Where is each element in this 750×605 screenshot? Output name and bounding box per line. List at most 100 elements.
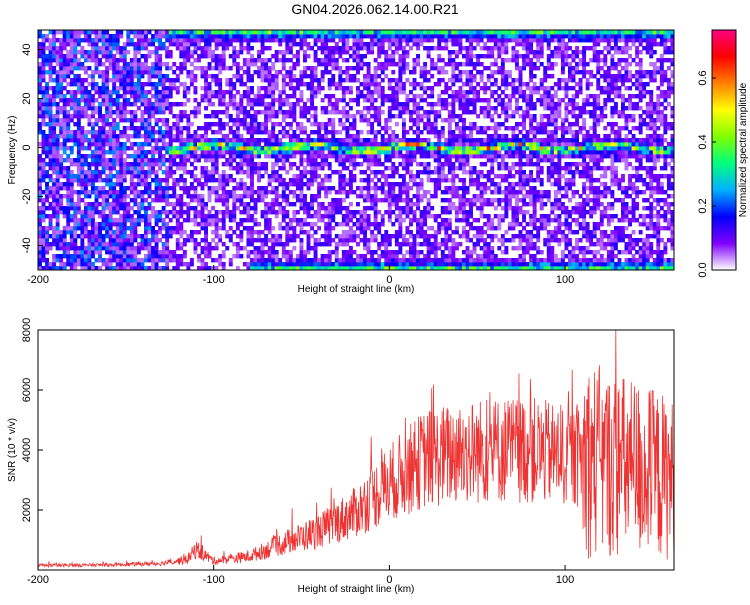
spectrogram-cell — [250, 130, 254, 135]
spectrogram-cell — [341, 258, 346, 263]
spectrogram-cell — [94, 146, 99, 151]
spectrogram-cell — [193, 238, 198, 243]
spectrogram-cell — [189, 182, 194, 187]
spectrogram-cell — [253, 138, 258, 143]
spectrogram-cell — [122, 202, 127, 207]
spectrogram-cell — [48, 30, 53, 35]
spectrogram-cell — [345, 254, 350, 259]
spectrogram-cell — [253, 150, 258, 155]
spectrogram-cell — [412, 138, 417, 143]
spectrogram-cell — [412, 262, 417, 267]
spectrogram-cell — [144, 58, 148, 63]
spectrogram-cell — [91, 154, 95, 159]
spectrogram-cell — [274, 50, 279, 55]
spectrogram-cell — [373, 34, 378, 39]
spectrogram-cell — [105, 106, 110, 111]
spectrogram-cell — [377, 86, 382, 91]
spectrogram-cell — [154, 198, 159, 203]
spectrogram-cell — [168, 218, 173, 223]
spectrogram-cell — [430, 262, 435, 267]
spectrogram-cell — [352, 118, 357, 123]
spectrogram-cell — [356, 254, 360, 259]
spectrogram-cell — [59, 118, 64, 123]
spectrogram-cell — [105, 222, 110, 227]
spectrogram-cell — [218, 174, 223, 179]
spectrogram-cell — [126, 38, 131, 43]
spectrogram-cell — [348, 46, 353, 51]
spectrogram-cell — [66, 54, 71, 59]
spectrogram-cell — [384, 154, 389, 159]
spectrogram-cell — [334, 222, 339, 227]
spectrogram-cell — [186, 266, 191, 271]
spectrogram-cell — [278, 202, 283, 207]
spectrogram-cell — [218, 30, 223, 35]
spectrogram-cell — [394, 50, 399, 55]
spectrogram-cell — [440, 126, 445, 131]
spectrogram-cell — [83, 222, 88, 227]
spectrogram-cell — [161, 158, 166, 163]
spectrogram-cell — [158, 258, 163, 263]
spectrogram-cell — [147, 226, 152, 231]
spectrogram-cell — [108, 54, 113, 59]
spectrogram-cell — [299, 106, 304, 111]
spectrogram-cell — [437, 114, 442, 119]
spectrogram-cell — [165, 38, 170, 43]
spectrogram-cell — [69, 102, 74, 107]
spectrogram-cell — [133, 190, 138, 195]
spectrogram-cell — [416, 234, 420, 239]
spectrogram-cell — [151, 82, 155, 87]
spectrogram-cell — [59, 246, 64, 251]
spectrogram-cell — [48, 46, 53, 51]
spectrogram-cell — [193, 98, 198, 103]
spectrogram-cell — [225, 146, 230, 151]
spectrogram-cell — [98, 86, 102, 91]
spectrogram-cell — [433, 142, 438, 147]
spectrogram-cell — [373, 38, 378, 43]
spectrogram-cell — [253, 154, 258, 159]
spectrogram-cell — [412, 178, 417, 183]
spectrogram-cell — [144, 158, 148, 163]
spectrogram-cell — [313, 66, 318, 71]
spectrogram-cell — [83, 158, 88, 163]
spectrogram-cell — [437, 70, 442, 75]
spectrogram-cell — [144, 134, 148, 139]
spectrogram-cell — [324, 214, 329, 219]
spectrogram-cell — [119, 166, 124, 171]
spectrogram-cell — [235, 38, 240, 43]
spectrogram-cell — [76, 174, 81, 179]
spectrogram-cell — [267, 178, 272, 183]
spectrogram-cell — [115, 62, 120, 67]
spectrogram-cell — [281, 62, 286, 67]
spectrogram-cell — [80, 198, 85, 203]
spectrogram-cell — [257, 86, 261, 91]
spectrogram-cell — [310, 198, 314, 203]
spectrogram-cell — [423, 258, 428, 263]
spectrogram-cell — [412, 86, 417, 91]
spectrogram-cell — [394, 42, 399, 47]
spectrogram-cell — [380, 142, 385, 147]
spectrogram-cell — [41, 158, 46, 163]
spectrogram-cell — [444, 258, 449, 263]
spectrogram-cell — [317, 186, 322, 191]
spectrogram-cell — [151, 162, 155, 167]
spectrogram-cell — [338, 142, 343, 147]
spectrogram-cell — [83, 266, 88, 271]
spectrogram-cell — [250, 90, 254, 95]
spectrogram-cell — [76, 38, 81, 43]
spectrogram-cell — [394, 214, 399, 219]
spectrogram-cell — [133, 46, 138, 51]
spectrogram-cell — [359, 58, 364, 63]
spectrogram-cell — [175, 242, 180, 247]
spectrogram-cell — [214, 154, 219, 159]
spectrogram-cell — [394, 98, 399, 103]
spectrogram-cell — [94, 38, 99, 43]
spectrogram-cell — [232, 34, 237, 39]
spectrogram-cell — [73, 234, 78, 239]
spectrogram-cell — [59, 174, 64, 179]
spectrogram-cell — [186, 34, 191, 39]
spectrogram-cell — [430, 46, 435, 51]
spectrogram-cell — [331, 186, 336, 191]
spectrogram-cell — [66, 202, 71, 207]
spectrogram-cell — [373, 190, 378, 195]
spectrogram-cell — [260, 70, 265, 75]
